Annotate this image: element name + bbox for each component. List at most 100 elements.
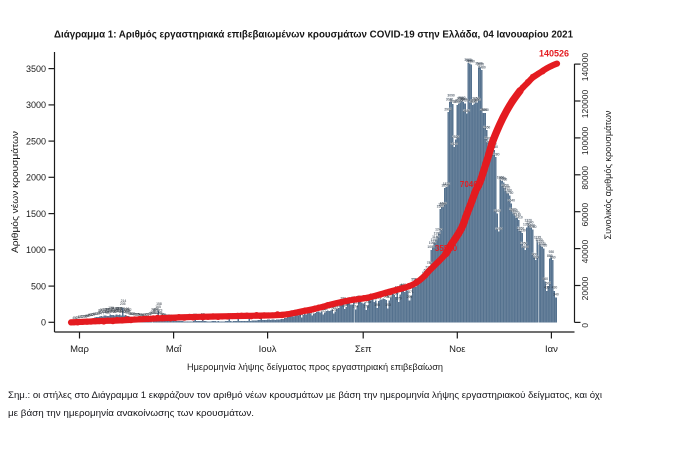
svg-text:140526: 140526 (539, 49, 569, 59)
svg-text:158: 158 (156, 302, 162, 306)
svg-text:Ημερομηνία λήψης δείγματος προ: Ημερομηνία λήψης δείγματος προς εργαστηρ… (187, 362, 443, 373)
svg-text:214: 214 (121, 299, 127, 303)
svg-text:340: 340 (553, 292, 559, 296)
svg-text:87: 87 (125, 311, 129, 315)
svg-text:106: 106 (108, 306, 114, 310)
svg-text:6: 6 (75, 316, 77, 320)
svg-text:3000: 3000 (454, 100, 462, 104)
svg-text:68: 68 (132, 312, 136, 316)
svg-text:106: 106 (117, 309, 123, 313)
svg-text:21: 21 (79, 315, 83, 319)
svg-text:1000: 1000 (427, 245, 435, 249)
svg-text:2880: 2880 (463, 109, 471, 113)
svg-text:Σεπ: Σεπ (355, 344, 372, 355)
svg-text:Συνολικός αριθμός κρουσμάτων: Συνολικός αριθμός κρουσμάτων (603, 110, 613, 240)
svg-text:74: 74 (151, 308, 155, 312)
svg-text:57: 57 (142, 313, 146, 317)
svg-text:1930: 1930 (500, 178, 508, 182)
svg-text:17: 17 (78, 315, 82, 319)
svg-text:88: 88 (105, 307, 109, 311)
svg-text:99: 99 (115, 306, 119, 310)
svg-text:860: 860 (533, 255, 539, 259)
svg-text:1850: 1850 (501, 184, 509, 188)
svg-text:Ιαν: Ιαν (545, 344, 558, 355)
svg-text:279: 279 (396, 297, 402, 301)
svg-text:1100: 1100 (535, 238, 542, 242)
svg-text:930: 930 (549, 250, 555, 254)
svg-text:3060: 3060 (458, 96, 466, 100)
svg-text:1410: 1410 (515, 215, 523, 219)
svg-text:1520: 1520 (509, 207, 517, 211)
svg-text:1310: 1310 (523, 223, 531, 227)
svg-text:86: 86 (127, 311, 131, 315)
svg-text:1950: 1950 (498, 176, 506, 180)
svg-text:Μαρ: Μαρ (70, 344, 89, 355)
svg-text:102: 102 (115, 310, 121, 314)
svg-text:1500: 1500 (494, 209, 502, 213)
svg-text:102: 102 (109, 310, 115, 314)
svg-text:1960: 1960 (497, 176, 505, 180)
svg-text:174: 174 (353, 304, 359, 308)
svg-text:89: 89 (107, 310, 111, 314)
svg-text:2650: 2650 (483, 126, 491, 130)
svg-text:95: 95 (100, 308, 104, 312)
svg-text:3580: 3580 (464, 58, 472, 62)
svg-text:3090: 3090 (447, 94, 455, 98)
svg-text:1500: 1500 (26, 209, 46, 219)
svg-text:1280: 1280 (529, 225, 537, 229)
svg-text:0: 0 (580, 323, 590, 328)
svg-text:Ιουλ: Ιουλ (259, 344, 277, 355)
svg-text:1300: 1300 (528, 223, 536, 227)
svg-text:110: 110 (111, 307, 117, 311)
svg-text:59: 59 (138, 313, 142, 317)
svg-text:3530: 3530 (475, 62, 483, 66)
svg-text:1250: 1250 (495, 227, 503, 231)
svg-text:Διάγραμμα 1: Αριθμός εργαστηρι: Διάγραμμα 1: Αριθμός εργαστηριακά επιβεβ… (54, 30, 573, 41)
svg-text:3010: 3010 (449, 99, 457, 103)
svg-text:780: 780 (427, 261, 433, 265)
svg-text:107: 107 (320, 309, 326, 313)
svg-text:2500: 2500 (484, 136, 492, 140)
svg-text:1850: 1850 (441, 184, 449, 188)
svg-text:152: 152 (333, 306, 339, 310)
svg-text:4: 4 (72, 316, 74, 320)
svg-text:2890: 2890 (481, 108, 489, 112)
svg-text:84: 84 (98, 308, 102, 312)
svg-text:89: 89 (105, 310, 109, 314)
svg-text:1750: 1750 (506, 191, 514, 195)
svg-text:299: 299 (407, 295, 413, 299)
svg-text:82: 82 (155, 311, 159, 315)
svg-text:58: 58 (92, 313, 96, 317)
svg-text:68: 68 (129, 312, 133, 316)
svg-text:303: 303 (387, 295, 393, 299)
svg-text:89: 89 (108, 308, 112, 312)
svg-text:1590: 1590 (438, 202, 446, 206)
svg-text:5: 5 (74, 316, 76, 320)
svg-text:3000: 3000 (469, 100, 477, 104)
svg-text:1440: 1440 (514, 213, 522, 217)
svg-text:1230: 1230 (518, 228, 526, 232)
svg-text:90: 90 (152, 308, 156, 312)
svg-text:93: 93 (104, 310, 108, 314)
svg-text:45: 45 (87, 314, 91, 318)
svg-text:54: 54 (141, 313, 145, 317)
svg-text:193: 193 (385, 303, 391, 307)
svg-text:80: 80 (98, 311, 102, 315)
svg-text:1020: 1020 (540, 244, 548, 248)
svg-text:35: 35 (84, 314, 88, 318)
svg-text:171: 171 (363, 305, 369, 309)
svg-text:77: 77 (101, 311, 105, 315)
svg-text:3000: 3000 (26, 100, 46, 110)
svg-text:371: 371 (408, 290, 414, 294)
svg-text:3040: 3040 (460, 97, 468, 101)
svg-text:3020: 3020 (455, 99, 463, 103)
svg-text:1190: 1190 (434, 231, 441, 235)
svg-text:91: 91 (153, 310, 157, 314)
svg-text:2500: 2500 (26, 136, 46, 146)
svg-text:3050: 3050 (472, 97, 480, 101)
svg-text:1640: 1640 (508, 199, 516, 203)
svg-text:107: 107 (114, 309, 120, 313)
svg-text:27: 27 (81, 314, 85, 318)
svg-text:120000: 120000 (580, 90, 590, 119)
svg-text:205: 205 (120, 302, 126, 306)
